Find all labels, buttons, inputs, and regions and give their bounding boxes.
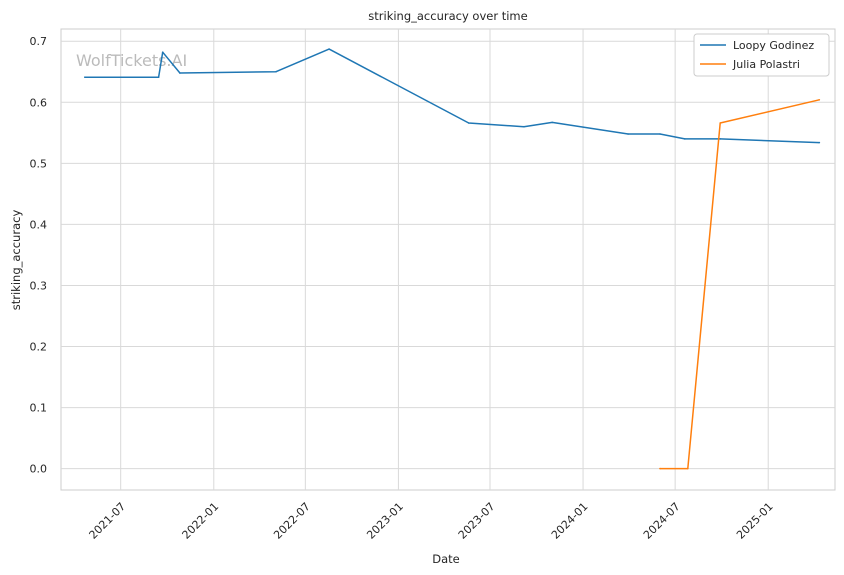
y-axis-label: striking_accuracy — [9, 210, 23, 311]
y-tick-label: 0.0 — [30, 463, 48, 476]
data-point — [161, 51, 164, 53]
data-point — [627, 133, 629, 135]
series-line-julia-polastri — [660, 99, 820, 470]
y-tick-label: 0.4 — [30, 218, 48, 231]
data-point — [659, 133, 661, 135]
series-layer — [84, 48, 821, 470]
series-line-loopy-godinez — [84, 48, 820, 144]
x-tick-label: 2024-07 — [641, 500, 683, 542]
y-tick-label: 0.5 — [30, 157, 48, 170]
x-tick-label: 2025-01 — [734, 500, 776, 542]
chart-title: striking_accuracy over time — [368, 9, 527, 23]
legend-box — [693, 33, 830, 77]
data-point — [687, 467, 689, 470]
legend-label-julia-polastri: Julia Polastri — [732, 58, 800, 71]
data-point — [818, 141, 821, 144]
data-point — [684, 138, 686, 140]
watermark: WolfTickets.AI — [76, 51, 187, 70]
data-point — [719, 122, 721, 124]
data-point — [179, 72, 181, 74]
data-point — [157, 76, 160, 78]
y-tick-label: 0.7 — [30, 35, 48, 48]
grid — [61, 29, 835, 490]
y-tick-label: 0.2 — [30, 341, 48, 354]
data-point — [659, 467, 661, 470]
x-tick-label: 2024-01 — [549, 500, 591, 542]
data-point — [523, 125, 525, 128]
legend: Loopy Godinez Julia Polastri — [693, 33, 830, 77]
x-tick-label: 2023-01 — [364, 500, 406, 542]
x-axis-label: Date — [432, 552, 460, 566]
x-tick-label: 2022-07 — [271, 500, 313, 542]
data-point — [719, 138, 721, 140]
y-tick-label: 0.1 — [30, 402, 48, 415]
data-point — [84, 76, 86, 78]
data-point — [818, 99, 821, 101]
plot-area — [60, 28, 836, 491]
data-point — [467, 122, 470, 124]
data-point — [551, 121, 553, 124]
data-point — [328, 48, 330, 50]
x-tick-label: 2023-07 — [456, 500, 498, 542]
y-tick-label: 0.6 — [30, 96, 48, 109]
x-tick-label: 2022-01 — [180, 500, 222, 542]
data-point — [275, 70, 277, 73]
y-tick-label: 0.3 — [30, 279, 48, 292]
legend-label-loopy-godinez: Loopy Godinez — [733, 39, 814, 52]
x-tick-label: 2021-07 — [87, 500, 129, 542]
